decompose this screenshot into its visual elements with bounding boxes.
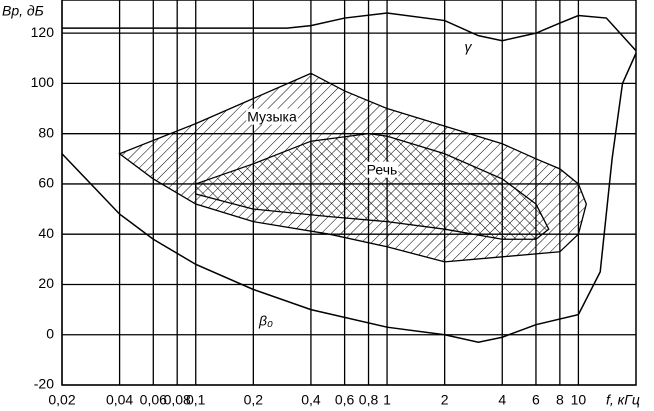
label-bg	[246, 108, 298, 125]
y-tick-label: 80	[38, 124, 54, 140]
region	[195, 133, 550, 240]
series-label: β₀	[258, 313, 273, 329]
x-tick-label: 0,06	[140, 392, 167, 408]
x-tick-label: 2	[441, 392, 449, 408]
x-tick-label: 10	[571, 392, 587, 408]
x-tick-label: 6	[532, 392, 540, 408]
x-axis-label: f, кГц	[606, 392, 640, 408]
plot-frame	[61, 0, 637, 386]
y-tick-label: -20	[34, 376, 54, 392]
y-tick-label: 0	[46, 325, 54, 341]
series-label: Музыка	[247, 109, 297, 125]
x-tick-label: 0,04	[106, 392, 133, 408]
curve	[61, 52, 637, 344]
x-tick-label: 0,8	[359, 392, 379, 408]
x-tick-label: 0,4	[301, 392, 321, 408]
y-tick-label: 60	[38, 175, 54, 191]
x-tick-label: 0,08	[164, 392, 191, 408]
x-tick-label: 0,6	[335, 392, 355, 408]
x-tick-label: 8	[556, 392, 564, 408]
x-tick-label: 0,02	[48, 392, 75, 408]
x-tick-label: 0,2	[244, 392, 264, 408]
y-tick-label: 120	[31, 24, 55, 40]
y-tick-label: 20	[38, 275, 54, 291]
x-tick-label: 4	[498, 392, 506, 408]
y-tick-label: 40	[38, 225, 54, 241]
y-axis-label: Bр, дБ	[2, 3, 44, 19]
label-bg	[365, 161, 399, 178]
x-tick-label: 0,1	[186, 392, 206, 408]
x-tick-label: 1	[383, 392, 391, 408]
series-label: γ	[465, 39, 473, 55]
y-tick-label: 100	[31, 74, 55, 90]
series-label: Речь	[367, 162, 398, 178]
curve	[62, 12, 637, 52]
